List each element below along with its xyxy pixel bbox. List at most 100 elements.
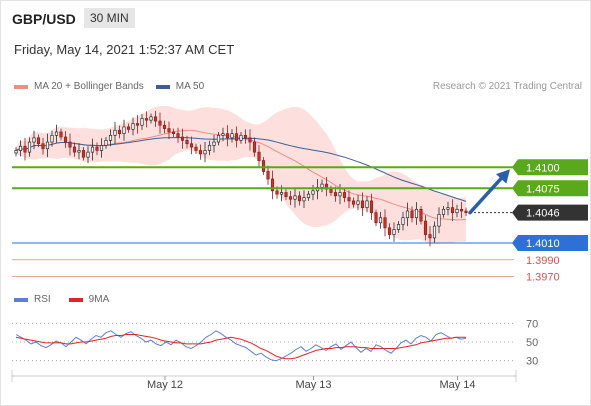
projection-arrow: [468, 173, 506, 215]
candle-body: [446, 207, 450, 210]
candle-body: [234, 133, 239, 141]
ma20-swatch: [14, 84, 28, 89]
candle-body: [149, 116, 153, 121]
x-tick-label: May 12: [147, 379, 183, 391]
resistance-label: 1.4075: [526, 183, 560, 195]
candle-body: [153, 116, 158, 122]
candle-body: [207, 145, 212, 151]
candle-body: [77, 150, 81, 153]
candle-body: [86, 151, 90, 158]
candle-body: [329, 188, 333, 193]
rsi-tick-label: 70: [526, 318, 538, 330]
rsi-tick-label: 30: [526, 356, 538, 368]
symbol-title: GBP/USD: [12, 11, 76, 27]
candle-body: [351, 200, 356, 205]
candle-body: [72, 146, 77, 153]
x-tick-label: May 13: [295, 379, 331, 391]
rsi-line: [15, 330, 467, 362]
candle-body: [302, 197, 306, 202]
candle-body: [140, 118, 144, 126]
rsi-tick-label: 50: [526, 337, 538, 349]
candle-body: [306, 193, 311, 198]
candle-body: [194, 146, 198, 151]
candle-body: [396, 224, 401, 230]
price-legend: MA 20 + Bollinger Bands MA 50: [14, 81, 204, 92]
candle-body: [185, 140, 189, 145]
rsi-ma-swatch: [68, 297, 83, 302]
ma50-swatch: [155, 84, 170, 89]
candle-body: [342, 192, 347, 198]
candle-body: [270, 178, 275, 192]
pivot-tag: [512, 234, 588, 251]
candle-body: [464, 210, 468, 214]
candle-body: [441, 208, 446, 215]
candle-body: [104, 140, 108, 146]
candle-body: [117, 129, 122, 134]
rsi-legend-label: RSI: [34, 294, 51, 305]
support-label: 1.3970: [526, 272, 560, 284]
candle-body: [23, 145, 27, 153]
candle-body: [63, 136, 68, 143]
rsi-ma-legend-label: 9MA: [88, 294, 110, 305]
candle-body: [162, 124, 167, 129]
current-price-tag: [512, 204, 588, 221]
ma20-legend-label: MA 20 + Bollinger Bands: [34, 81, 144, 92]
candle-body: [243, 134, 248, 139]
candle-body: [338, 192, 342, 197]
candle-body: [36, 137, 41, 145]
candle-body: [428, 234, 432, 239]
candle-body: [369, 200, 374, 214]
candle-body: [432, 225, 437, 239]
candle-body: [387, 227, 392, 235]
candle-body: [126, 126, 131, 130]
candle-body: [131, 123, 135, 130]
candle-body: [284, 192, 288, 198]
resistance-tag: [512, 180, 588, 197]
candle-body: [167, 128, 171, 133]
candle-body: [45, 141, 50, 150]
candle-body: [401, 217, 405, 225]
candle-body: [279, 192, 284, 195]
candle-body: [198, 150, 203, 155]
candle-body: [122, 126, 126, 134]
candle-body: [261, 160, 266, 172]
candle-body: [423, 220, 428, 235]
candle-body: [113, 129, 117, 136]
candle-body: [437, 214, 441, 227]
x-tick-label: May 14: [439, 379, 475, 391]
timeframe-button[interactable]: 30 MIN: [84, 8, 135, 28]
candle-body: [41, 143, 45, 150]
candle-body: [455, 208, 459, 214]
candle-body: [221, 133, 225, 136]
candle-body: [450, 207, 455, 214]
rsi-swatch: [14, 297, 28, 302]
projection-arrowhead: [496, 169, 510, 184]
rsi-ma-line: [15, 334, 466, 360]
bollinger-band: [16, 105, 466, 245]
candle-body: [212, 141, 216, 146]
candle-body: [252, 141, 257, 153]
candle-body: [27, 141, 32, 153]
candle-body: [18, 145, 23, 151]
candle-body: [68, 141, 72, 148]
candle-body: [32, 137, 36, 143]
candle-body: [257, 151, 261, 161]
candle-body: [108, 134, 113, 141]
candle-body: [180, 136, 185, 141]
candle-body: [333, 192, 338, 197]
ma50-legend-label: MA 50: [175, 81, 205, 92]
candle-body: [135, 123, 140, 126]
candle-body: [459, 208, 464, 212]
candle-body: [378, 217, 383, 224]
candle-body: [50, 134, 54, 143]
candle-body: [230, 133, 234, 139]
chart-datetime: Friday, May 14, 2021 1:52:37 AM CET: [14, 42, 235, 57]
candle-body: [347, 197, 351, 202]
candle-body: [99, 145, 104, 151]
candle-body: [405, 210, 410, 219]
pivot-label: 1.4010: [526, 238, 560, 250]
candle-body: [90, 146, 95, 153]
candle-body: [275, 190, 279, 195]
candle-body: [144, 118, 149, 121]
